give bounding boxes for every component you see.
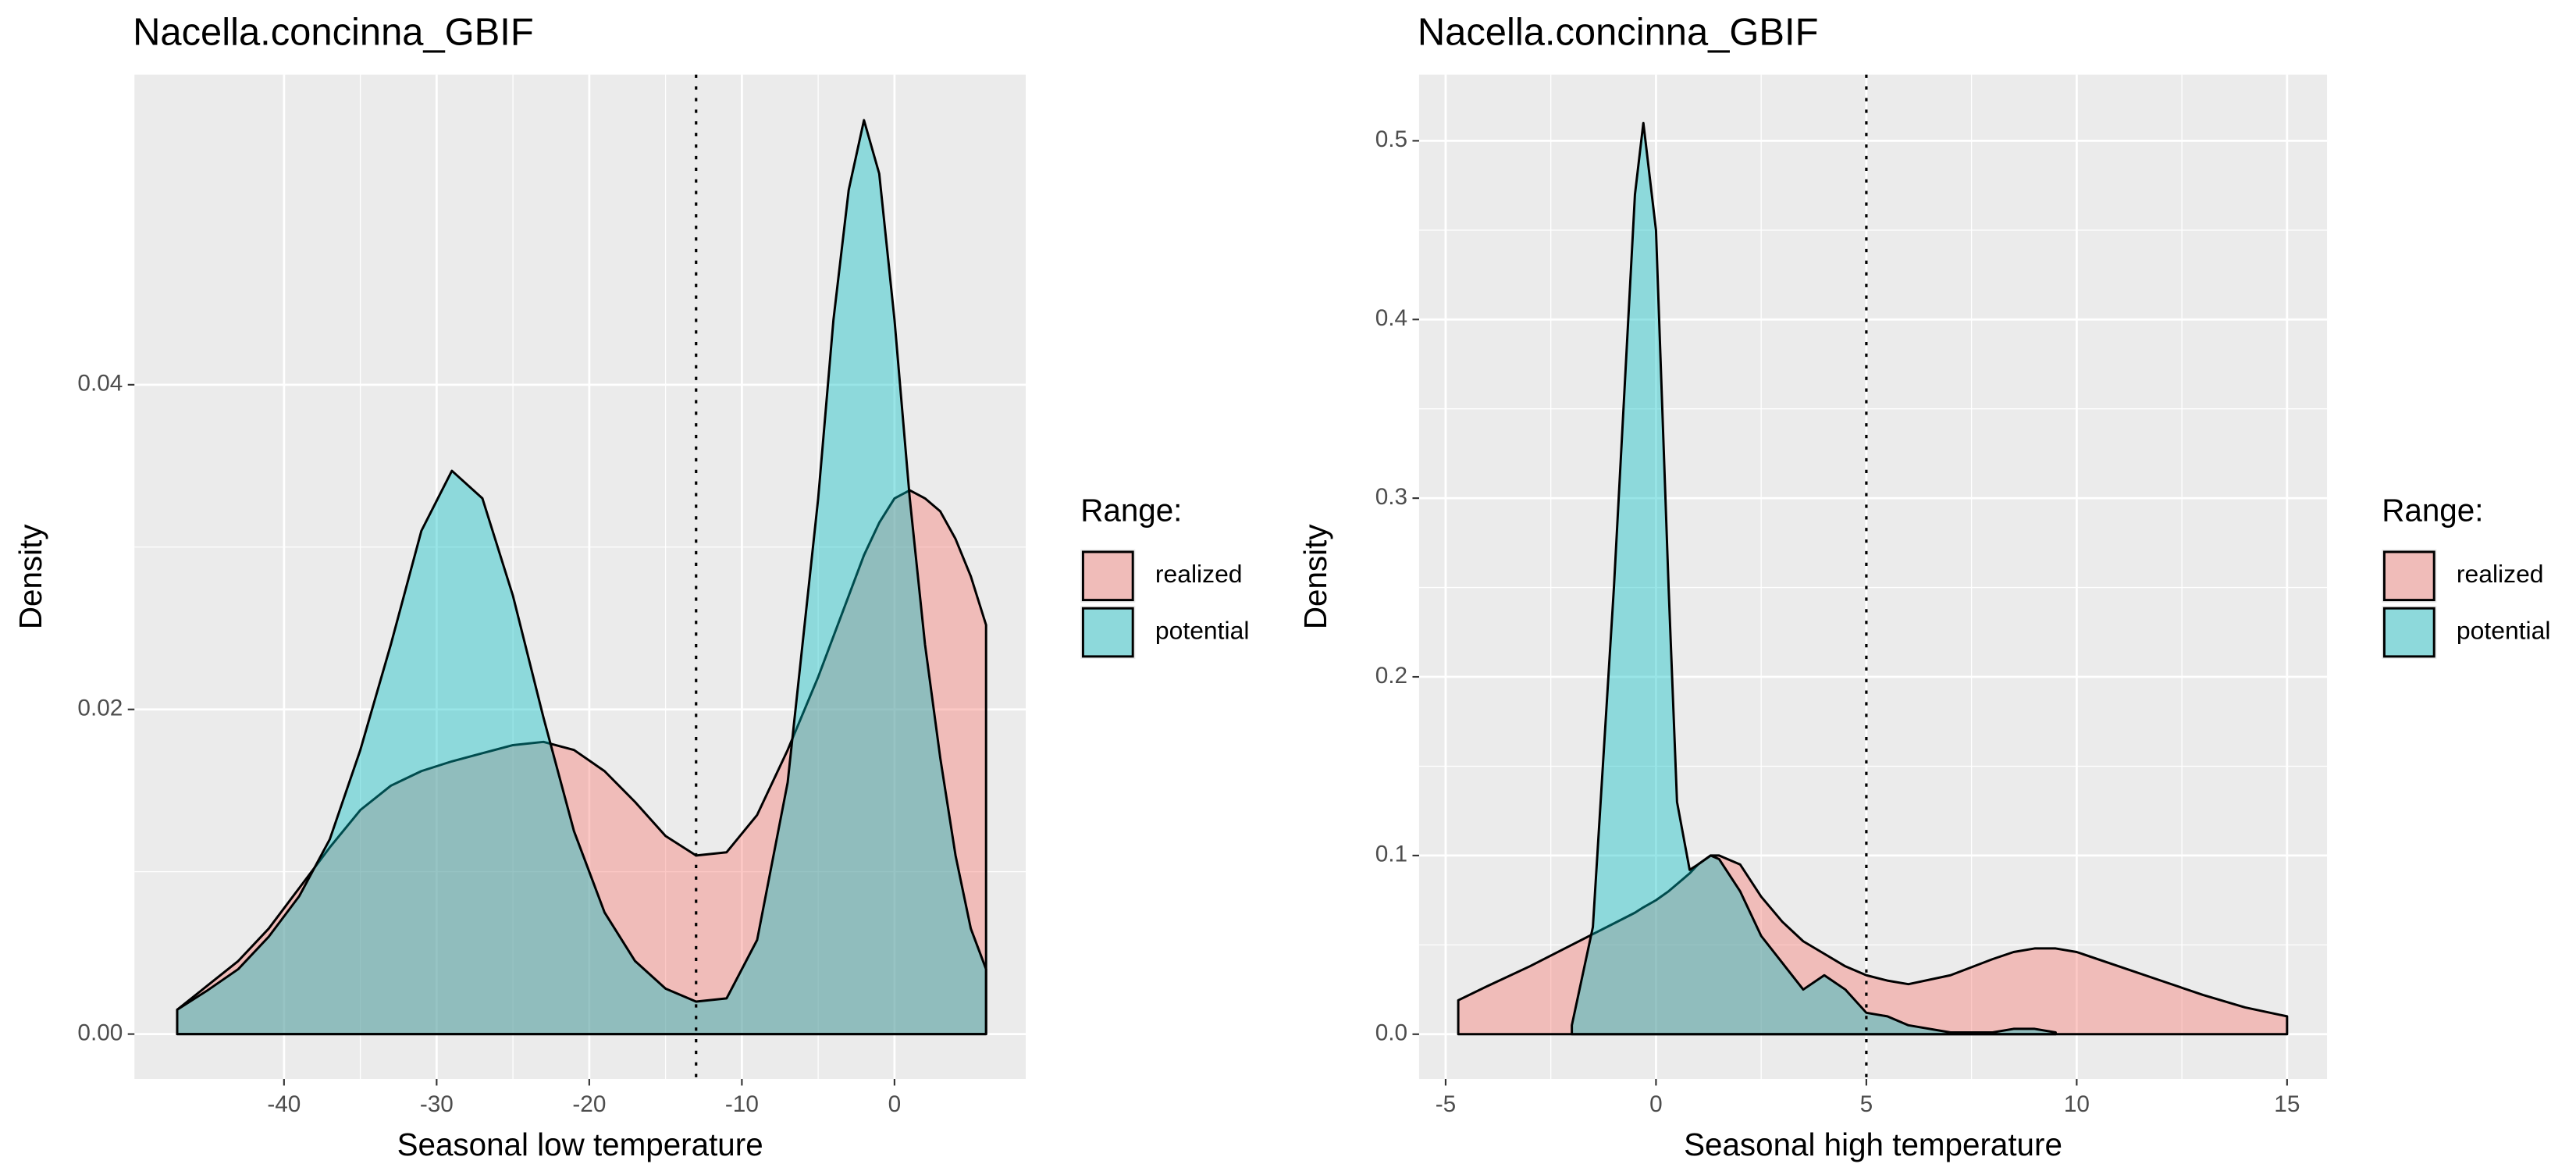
density-area (1571, 121, 2057, 1036)
legend-key-bg (1080, 606, 1136, 660)
legend-key (1081, 550, 1134, 602)
legend-key (1081, 607, 1134, 658)
legend-label: realized (1155, 560, 1243, 588)
density-area (176, 489, 987, 1036)
chart-title: Nacella.concinna_GBIF (133, 12, 534, 54)
legend-key-bg (1080, 549, 1136, 603)
y-tick-label: 0.3 (1375, 484, 1407, 510)
y-tick-label: 0.02 (77, 696, 123, 721)
legend-title: Range: (1080, 493, 1182, 529)
panel: -5 0 5 10 15 0.0 0.1 0.2 0.3 0.4 0.5 Nacella.concin… (1297, 12, 2550, 1162)
legend-label: potential (2457, 616, 2551, 644)
y-tick-label: 0.5 (1375, 126, 1407, 152)
legend-label: potential (1155, 616, 1250, 644)
chart-title: Nacella.concinna_GBIF (1418, 12, 1819, 54)
x-tick-label: 0 (888, 1091, 902, 1117)
legend-key-bg (2382, 606, 2437, 660)
x-axis-title: Seasonal low temperature (397, 1127, 763, 1162)
y-tick-label: 0.04 (77, 371, 123, 397)
x-tick-label: 0 (1649, 1091, 1663, 1117)
y-tick-label: 0.0 (1375, 1020, 1407, 1046)
y-axis-title: Density (12, 524, 48, 629)
y-tick-label: 0.4 (1375, 305, 1407, 331)
y-axis-title: Density (1297, 524, 1333, 629)
plot-background (1418, 74, 2328, 1079)
legend-label: realized (2457, 560, 2544, 588)
y-tick-label: 0.2 (1375, 663, 1407, 689)
x-tick-label: -5 (1436, 1091, 1456, 1117)
x-axis-title: Seasonal high temperature (1684, 1127, 2062, 1162)
legend-title: Range: (2382, 493, 2483, 529)
x-tick-label: 10 (2064, 1091, 2090, 1117)
legend-key (2382, 550, 2435, 602)
x-tick-label: -10 (725, 1091, 759, 1117)
legend: Range: realized potential (2382, 493, 2551, 660)
y-tick-label: 0.1 (1375, 842, 1407, 867)
x-tick-label: 15 (2274, 1091, 2300, 1117)
legend-key-bg (2382, 549, 2437, 603)
density-area (176, 119, 987, 1036)
panel: -40 -30 -20 -10 0 0.00 0.02 0.04 Nacella.concinn… (12, 12, 1249, 1162)
density-area (1457, 854, 2289, 1036)
x-tick-label: -40 (267, 1091, 301, 1117)
y-tick-label: 0.00 (77, 1020, 123, 1045)
legend-key (2382, 607, 2435, 658)
legend: Range: realized potential (1080, 493, 1250, 660)
x-tick-label: 5 (1860, 1091, 1873, 1117)
x-tick-label: -30 (420, 1091, 454, 1117)
x-tick-label: -20 (572, 1091, 606, 1117)
